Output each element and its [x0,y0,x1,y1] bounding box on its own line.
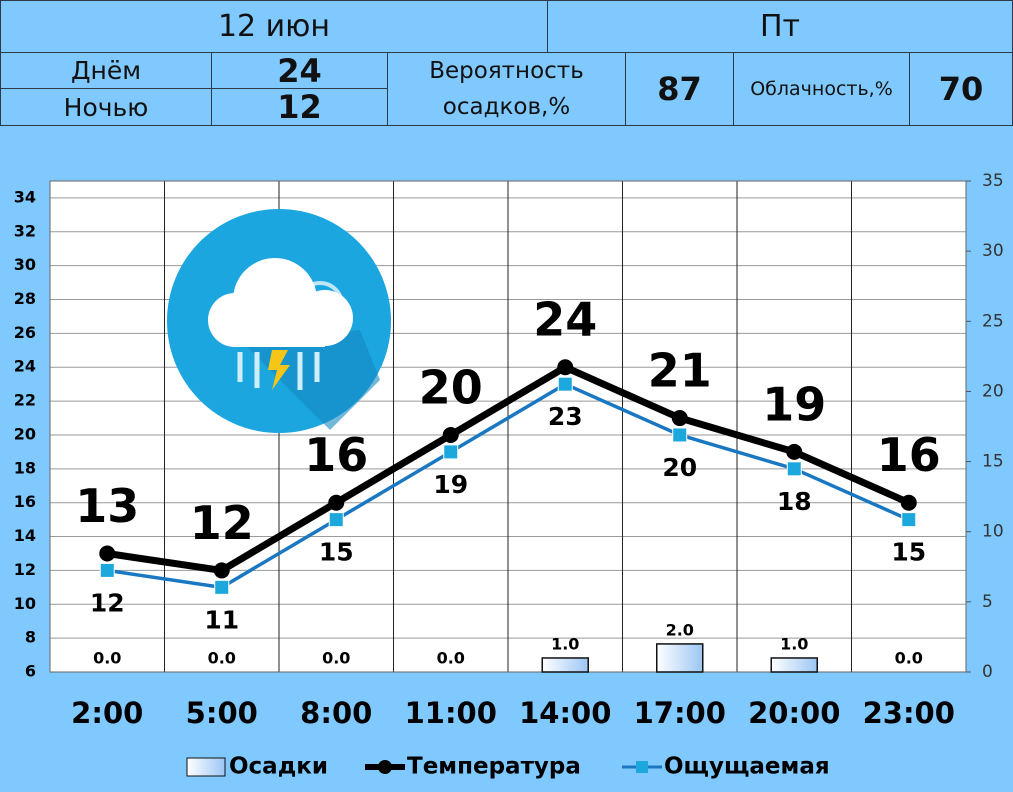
y-tick-label: 18 [14,458,36,477]
marker [557,359,574,376]
line [106,363,911,574]
y2-tick-label: 0 [982,662,993,682]
y2-tick-label: 30 [982,241,1004,261]
x-tick-label: 17:00 [634,696,726,730]
y-tick-label: 28 [14,289,36,308]
data-label: 12 [90,588,125,617]
bar [541,657,589,673]
data-label: 23 [548,402,583,431]
data-label: 19 [433,470,468,499]
y-tick-label: 14 [14,526,36,545]
data-label: 15 [319,538,354,567]
y-tick-label: 32 [14,221,36,240]
legend-label: Осадки [229,754,328,780]
y-tick-label: 6 [25,662,36,681]
bar-value-label: 1.0 [780,634,808,653]
marker [901,512,917,528]
plot-border [49,180,967,673]
marker [443,444,459,460]
marker [99,562,115,578]
bar-value-label: 0.0 [93,649,121,668]
y-tick-label: 24 [14,357,36,376]
marker [900,494,917,511]
y2-tick-label: 35 [982,171,1004,191]
x-tick-label: 5:00 [186,696,258,730]
x-tick-label: 8:00 [300,696,372,730]
night-value: 12 [211,88,388,126]
y-tick-label: 34 [14,187,36,206]
bar-value-label: 0.0 [895,649,923,668]
bar-value-label: 0.0 [437,649,465,668]
marker [328,494,345,511]
bar [656,643,704,673]
x-tick-label: 14:00 [519,696,611,730]
x-tick-label: 20:00 [748,696,840,730]
marker [442,426,459,443]
marker [214,579,230,595]
data-label: 11 [204,605,239,634]
data-label: 24 [533,293,597,347]
precip-prob-value: 87 [625,52,734,126]
precip-prob-label: Вероятность осадков,% [387,52,626,126]
data-label: 18 [777,487,812,516]
y2-tick-label: 15 [982,452,1004,472]
bar [770,657,818,673]
y-tick-label: 22 [14,391,36,410]
data-label: 20 [662,453,697,482]
bar-value-label: 0.0 [322,649,350,668]
marker [557,376,573,392]
data-label: 16 [304,428,368,482]
data-label: 20 [419,360,483,414]
marker [786,443,803,460]
legend-label: Температура [407,754,581,780]
legend-marker [378,760,392,774]
data-label: 12 [190,496,254,550]
y-tick-label: 26 [14,323,36,342]
data-label: 16 [877,428,941,482]
marker [672,427,688,443]
x-tick-label: 11:00 [405,696,497,730]
line [106,382,910,590]
y2-tick-label: 5 [982,592,993,612]
legend-marker [636,761,648,773]
y2-tick-label: 25 [982,311,1004,331]
data-label: 21 [648,344,712,398]
y2-tick-label: 20 [982,381,1004,401]
marker [328,512,344,528]
marker [786,461,802,477]
data-label: 19 [762,377,826,431]
y-tick-label: 20 [14,424,36,443]
day-label: Днём [0,52,212,89]
y-tick-label: 8 [25,628,36,647]
x-tick-label: 2:00 [71,696,143,730]
y-tick-label: 30 [14,255,36,274]
y-tick-label: 12 [14,560,36,579]
y-tick-label: 10 [14,594,36,613]
legend-swatch [186,757,226,777]
bar-value-label: 1.0 [551,634,579,653]
data-label: 15 [891,538,926,567]
bar-value-label: 0.0 [208,649,236,668]
data-label: 13 [75,479,139,533]
marker [99,545,116,562]
y2-tick-label: 10 [982,522,1004,542]
weather-icon [167,209,391,433]
bar-value-label: 2.0 [666,620,694,639]
x-tick-label: 23:00 [863,696,955,730]
marker [671,410,688,427]
y-tick-label: 16 [14,492,36,511]
marker [213,562,230,579]
legend-label: Ощущаемая [664,754,830,780]
